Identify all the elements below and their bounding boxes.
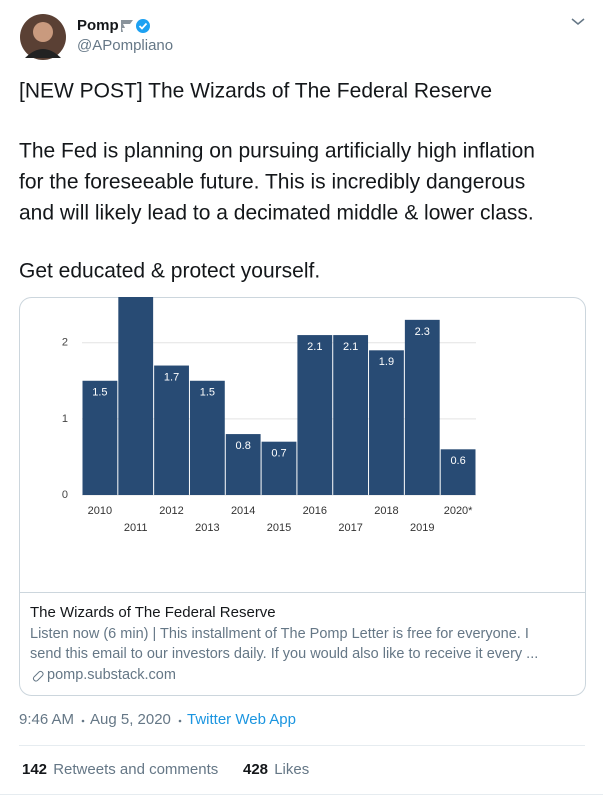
retweet-label: Retweets and comments [53, 761, 218, 778]
x-tick-label: 2011 [124, 522, 148, 534]
like-count: 428 [243, 761, 268, 778]
separator-dot [81, 719, 85, 723]
bar [82, 380, 118, 495]
bar [118, 297, 154, 495]
like-label: Likes [274, 761, 309, 778]
tweet-text: for the foreseeable future. This is incr… [19, 171, 525, 194]
tweet-text: Get educated & protect yourself. [19, 260, 320, 283]
card-link[interactable]: pomp.substack.com [47, 667, 176, 683]
link-card[interactable] [19, 297, 586, 696]
bar [297, 335, 333, 495]
separator-dot [178, 719, 182, 723]
bar [404, 319, 440, 495]
tweet-source[interactable]: Twitter Web App [187, 711, 296, 728]
x-tick-label: 2015 [267, 522, 291, 534]
user-handle[interactable]: @APompliano [77, 37, 173, 54]
x-tick-label: 2020* [444, 505, 473, 517]
retweet-stats[interactable]: 142 Retweets and comments [22, 761, 218, 778]
verified-badge [136, 19, 150, 33]
more-chevron[interactable] [571, 18, 585, 25]
like-stats[interactable]: 428 Likes [243, 761, 309, 778]
y-tick-label: 2 [62, 337, 68, 349]
user-name[interactable]: Pomp [77, 17, 119, 34]
value-label: 0.6 [450, 455, 465, 467]
card-description: Listen now (6 min) | This installment of… [30, 626, 529, 642]
card-description: send this email to our investors daily. … [30, 646, 538, 662]
bar [189, 380, 225, 495]
x-tick-label: 2018 [374, 505, 398, 517]
value-label: 1.9 [379, 356, 394, 368]
value-label: 1.5 [200, 387, 215, 399]
value-label: 1.7 [164, 371, 179, 383]
tweet-meta: 9:46 AM [19, 711, 74, 728]
plot-area: 1.5 1.7 1.5 0.8 0.7 2.1 2.1 1.9 2.3 0.6 [82, 297, 476, 495]
tweet-text: and will likely lead to a decimated midd… [19, 202, 534, 225]
bar [154, 365, 189, 495]
x-tick-label: 2019 [410, 522, 434, 534]
bar [333, 335, 369, 495]
tweet-text: The Fed is planning on pursuing artifici… [19, 140, 535, 163]
value-label: 2.3 [415, 326, 430, 338]
bar [369, 350, 404, 495]
value-label: 0.7 [271, 448, 286, 460]
value-label: 2.1 [307, 341, 322, 353]
tweet-text: [NEW POST] The Wizards of The Federal Re… [19, 80, 492, 103]
tweet-time[interactable]: 9:46 AM [19, 711, 74, 728]
chart: 0 1 2 1.5 1.7 1.5 0.8 0.7 2.1 2.1 1.9 2.3 0.6 2010 201… [62, 297, 476, 534]
verified-check [138, 22, 148, 30]
y-tick-label: 0 [62, 489, 68, 501]
value-label: 1.5 [92, 387, 107, 399]
bar [225, 434, 261, 495]
value-label: 2.1 [343, 341, 358, 353]
link-icon [33, 671, 44, 682]
tweet-date[interactable]: Aug 5, 2020 [90, 711, 171, 728]
x-tick-label: 2014 [231, 505, 255, 517]
y-tick-label: 1 [62, 413, 68, 425]
tornado-emoji [121, 20, 133, 32]
bar [261, 441, 297, 495]
x-tick-label: 2013 [195, 522, 219, 534]
value-label: 0.8 [236, 440, 251, 452]
bar [440, 449, 476, 495]
x-tick-label: 2016 [303, 505, 327, 517]
retweet-count: 142 [22, 761, 47, 778]
x-tick-label: 2017 [338, 522, 362, 534]
x-tick-label: 2012 [159, 505, 183, 517]
avatar-shirt [25, 49, 61, 58]
card-title[interactable]: The Wizards of The Federal Reserve [30, 604, 276, 621]
avatar-face [33, 22, 53, 42]
x-tick-label: 2010 [88, 505, 112, 517]
